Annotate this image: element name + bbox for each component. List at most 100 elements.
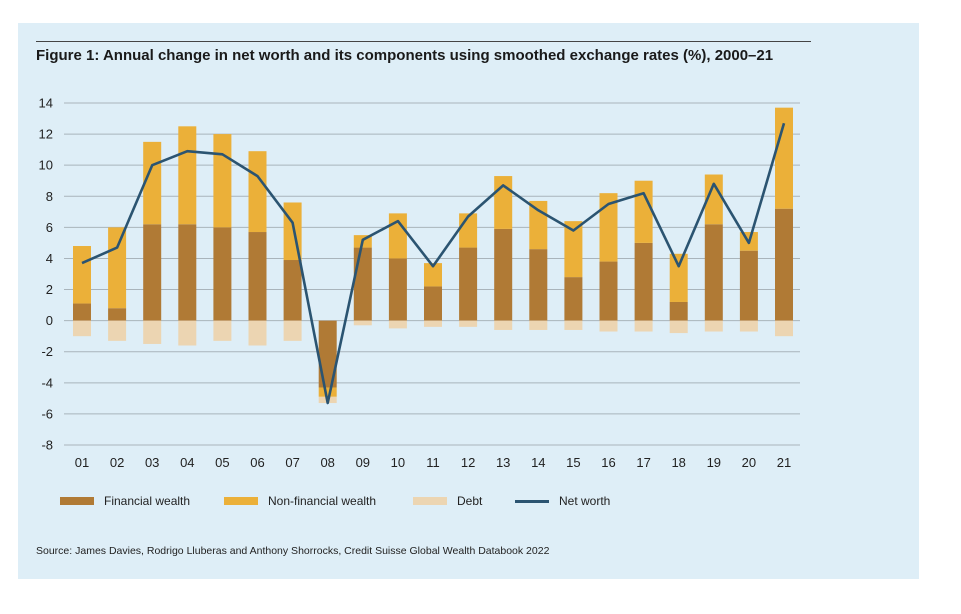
- source-note: Source: James Davies, Rodrigo Lluberas a…: [36, 545, 550, 557]
- bar-debt-04: [178, 320, 197, 346]
- x-tick-label: 19: [707, 455, 721, 470]
- y-tick-label: -6: [41, 406, 53, 421]
- bar-debt-21: [775, 320, 793, 337]
- x-tick-label: 11: [426, 455, 440, 470]
- bar-debt-09: [353, 320, 372, 326]
- bar-nonfinancial-02: [108, 227, 127, 309]
- y-tick-label: 0: [46, 313, 53, 328]
- bar-debt-18: [669, 320, 688, 334]
- bar-nonfinancial-04: [178, 126, 197, 225]
- bar-nonfinancial-14: [529, 200, 548, 250]
- legend-label-debt: Debt: [457, 494, 483, 508]
- bar-financial-04: [178, 224, 197, 321]
- x-tick-label: 06: [250, 455, 264, 470]
- bar-debt-07: [283, 320, 302, 341]
- bar-nonfinancial-21: [775, 107, 793, 209]
- bar-financial-01: [73, 303, 91, 321]
- net-worth-line: [81, 122, 786, 405]
- x-tick-label: 16: [601, 455, 615, 470]
- bar-financial-16: [599, 261, 618, 321]
- net-worth-series: [81, 122, 786, 405]
- x-tick-label: 13: [496, 455, 510, 470]
- y-tick-label: 4: [46, 251, 53, 266]
- bars: [73, 107, 793, 404]
- chart-title: Figure 1: Annual change in net worth and…: [36, 47, 774, 64]
- bar-financial-13: [494, 228, 513, 321]
- bar-financial-10: [388, 258, 407, 321]
- x-tick-label: 17: [636, 455, 650, 470]
- x-axis-labels: 01 02 03 04 05 06 07 08 09 10 11 12 13 14 15 16 17 18 19 20…: [75, 455, 791, 470]
- bar-financial-12: [459, 247, 478, 321]
- bar-debt-12: [459, 320, 478, 327]
- bar-debt-20: [739, 320, 758, 332]
- bar-financial-02: [108, 308, 127, 321]
- legend-networth: Net worth: [515, 493, 610, 509]
- bar-debt-03: [143, 320, 162, 344]
- bar-debt-13: [494, 320, 513, 330]
- x-tick-label: 03: [145, 455, 159, 470]
- legend-label-networth: Net worth: [559, 494, 611, 508]
- bar-debt-02: [108, 320, 127, 341]
- legend-swatch-financial: [60, 497, 94, 505]
- legend-nonfinancial: Non-financial wealth: [224, 493, 376, 509]
- legend-swatch-networth: [515, 499, 549, 503]
- bar-nonfinancial-11: [424, 263, 442, 287]
- y-tick-label: 2: [46, 282, 53, 297]
- bar-debt-11: [424, 320, 442, 327]
- bar-nonfinancial-17: [634, 180, 653, 243]
- bar-financial-07: [283, 260, 302, 321]
- bar-financial-20: [739, 250, 758, 321]
- bar-debt-19: [704, 320, 723, 332]
- x-tick-label: 18: [671, 455, 685, 470]
- bar-financial-06: [248, 232, 267, 321]
- y-tick-label: -4: [41, 375, 53, 390]
- bar-financial-08: [318, 320, 337, 388]
- legend-label-financial: Financial wealth: [104, 494, 191, 508]
- legend-label-nonfinancial: Non-financial wealth: [268, 494, 377, 508]
- y-axis-labels: 14 12 10 8 6 4 2 0 -2 -4 -6 -8: [39, 96, 53, 453]
- title-rule: [36, 41, 811, 42]
- legend-debt: Debt: [413, 493, 482, 509]
- bar-nonfinancial-18: [669, 253, 688, 302]
- bar-nonfinancial-08: [318, 387, 337, 397]
- bar-debt-14: [529, 320, 548, 330]
- bar-financial-17: [634, 242, 653, 321]
- bar-nonfinancial-13: [494, 176, 513, 229]
- y-tick-label: -8: [41, 438, 53, 453]
- bar-debt-10: [388, 320, 407, 329]
- y-tick-label: 8: [46, 189, 53, 204]
- legend-swatch-nonfinancial: [224, 497, 258, 505]
- bar-debt-06: [248, 320, 267, 346]
- bar-financial-19: [704, 224, 723, 321]
- y-tick-label: 10: [39, 158, 53, 173]
- y-tick-label: 6: [46, 220, 53, 235]
- x-tick-label: 12: [461, 455, 475, 470]
- bar-nonfinancial-05: [213, 134, 232, 228]
- bar-nonfinancial-15: [564, 221, 583, 278]
- bar-nonfinancial-19: [704, 174, 723, 225]
- x-tick-label: 04: [180, 455, 194, 470]
- legend-swatch-debt: [413, 497, 447, 505]
- x-tick-label: 05: [215, 455, 229, 470]
- bar-nonfinancial-06: [248, 151, 267, 233]
- bar-financial-14: [529, 249, 548, 321]
- y-tick-label: -2: [41, 344, 53, 359]
- bar-nonfinancial-01: [73, 246, 91, 304]
- bar-debt-17: [634, 320, 653, 332]
- bar-financial-11: [424, 286, 442, 321]
- x-tick-label: 02: [110, 455, 124, 470]
- bar-financial-09: [353, 247, 372, 321]
- x-tick-label: 07: [285, 455, 299, 470]
- y-tick-label: 14: [39, 96, 53, 111]
- x-tick-label: 09: [356, 455, 370, 470]
- bar-financial-18: [669, 301, 688, 321]
- x-tick-label: 08: [320, 455, 334, 470]
- x-tick-label: 20: [742, 455, 756, 470]
- bar-debt-15: [564, 320, 583, 330]
- x-tick-label: 15: [566, 455, 580, 470]
- bar-debt-01: [73, 320, 91, 337]
- x-tick-label: 14: [531, 455, 545, 470]
- bar-debt-16: [599, 320, 618, 332]
- bar-financial-21: [775, 208, 793, 321]
- legend-financial: Financial wealth: [60, 493, 190, 509]
